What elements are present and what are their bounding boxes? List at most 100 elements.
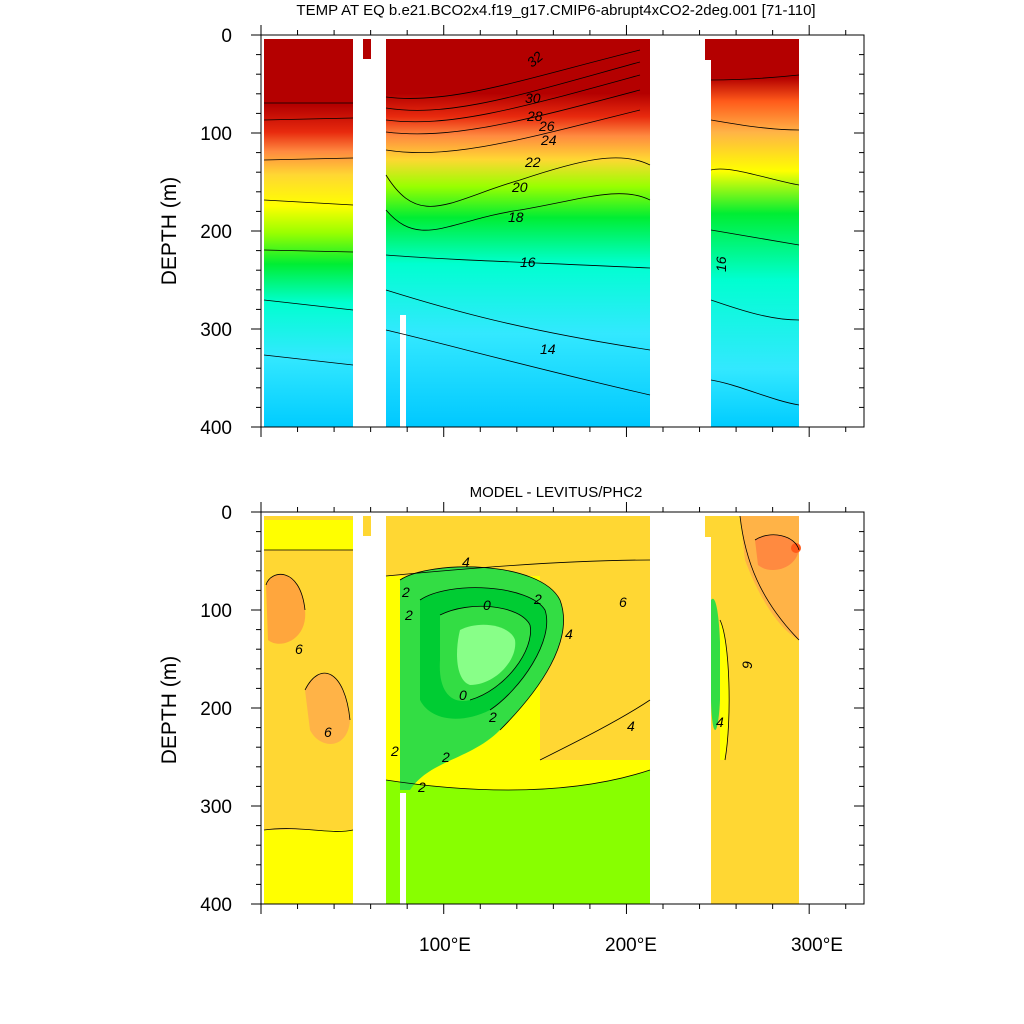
ytick-label: 400	[200, 418, 232, 439]
contour-line	[385, 157, 651, 207]
contour-label: 4	[462, 554, 470, 570]
contour-label: 2	[404, 607, 413, 623]
contour-label: 20	[511, 179, 528, 195]
contour-line	[439, 605, 531, 701]
contour-line	[263, 299, 354, 311]
panel-bottom-title: MODEL - LEVITUS/PHC2	[470, 484, 643, 501]
land-mask-coast	[705, 60, 711, 427]
contour-label: 6	[324, 724, 332, 740]
contour-line	[385, 89, 641, 135]
fill-region-strait	[363, 39, 371, 59]
contour-label: 22	[524, 154, 541, 170]
panel-top-tick-marks	[251, 25, 864, 437]
fill-region	[791, 543, 801, 553]
ytick-label: 100	[200, 601, 232, 622]
fill-region	[457, 624, 516, 685]
contour-lines-top	[263, 49, 800, 406]
contour-line	[710, 229, 800, 246]
fill-region	[266, 574, 306, 644]
contour-label: 18	[508, 209, 524, 225]
contour-label: 9	[739, 661, 755, 669]
ytick-label: 300	[200, 797, 232, 818]
panel-bottom-ylabel: DEPTH (m)	[158, 656, 181, 765]
panel-top-yticks: 0 100 200 300 400	[200, 26, 232, 439]
fill-region-pacific	[386, 39, 650, 427]
ytick-label: 300	[200, 320, 232, 341]
contour-line	[304, 672, 351, 721]
contour-line	[385, 74, 641, 123]
contour-line	[263, 117, 354, 121]
contour-line	[385, 254, 651, 269]
fill-region	[305, 673, 350, 744]
fill-region	[540, 560, 650, 760]
contour-line	[385, 289, 651, 351]
contour-line	[710, 168, 800, 186]
contour-label: 2	[533, 591, 542, 607]
contour-label: 6	[619, 594, 627, 610]
contour-label: 0	[459, 687, 467, 703]
contour-line	[419, 587, 547, 711]
contour-label: 26	[538, 118, 555, 134]
panel-bottom-yticks: 0 100 200 300 400	[200, 503, 232, 916]
contour-line	[385, 193, 651, 231]
contour-line	[710, 299, 800, 321]
fill-region	[264, 830, 353, 904]
contour-label: 16	[520, 254, 536, 270]
contour-label: 2	[401, 584, 410, 600]
contour-label: 2	[390, 743, 399, 759]
contour-line	[719, 619, 730, 761]
ytick-label: 100	[200, 124, 232, 145]
contour-label: 4	[627, 718, 635, 734]
contour-label: 4	[716, 714, 724, 730]
contour-label: 24	[540, 132, 557, 148]
contour-line	[710, 379, 800, 406]
fill-region-atlantic	[705, 39, 799, 427]
contour-line	[754, 534, 800, 551]
contour-line	[263, 354, 354, 366]
ytick-label: 0	[221, 26, 232, 47]
contour-line	[539, 699, 651, 761]
contour-line	[385, 49, 641, 99]
contour-line	[263, 199, 354, 206]
ytick-label: 200	[200, 699, 232, 720]
contour-lines-bottom	[263, 515, 800, 832]
contour-line	[265, 573, 306, 611]
fill-region	[720, 620, 730, 760]
contour-line	[263, 249, 354, 253]
panel-bottom-xticks: 100°E 200°E 300°E	[419, 935, 843, 956]
ytick-label: 400	[200, 895, 232, 916]
ytick-label: 200	[200, 222, 232, 243]
panel-difference: MODEL - LEVITUS/PHC2	[158, 484, 865, 956]
panel-top-ylabel: DEPTH (m)	[158, 177, 181, 286]
land-mask-island	[400, 315, 406, 427]
contour-line	[385, 61, 641, 111]
fill-region	[386, 770, 650, 904]
contour-label: 16	[713, 256, 729, 272]
contour-line	[399, 566, 564, 731]
contour-line	[385, 559, 651, 577]
panel-bottom-tick-marks	[251, 502, 864, 914]
contour-line	[739, 515, 800, 641]
contour-label: 0	[483, 597, 491, 613]
contour-label: 6	[295, 641, 303, 657]
contour-label: 30	[525, 90, 541, 106]
panel-top-title: TEMP AT EQ b.e21.BCO2x4.f19_g17.CMIP6-ab…	[296, 2, 815, 19]
fill-region	[264, 520, 353, 550]
land-mask-island	[400, 793, 406, 904]
contour-label: 14	[540, 341, 556, 357]
panel-temperature: TEMP AT EQ b.e21.BCO2x4.f19_g17.CMIP6-ab…	[158, 2, 865, 439]
contour-label: 2	[417, 779, 426, 795]
fill-region	[711, 598, 721, 730]
xtick-label: 300°E	[791, 935, 843, 956]
contour-label: 28	[526, 108, 543, 124]
xtick-label: 100°E	[419, 935, 471, 956]
fill-region	[755, 534, 799, 570]
xtick-label: 200°E	[605, 935, 657, 956]
ytick-label: 0	[221, 503, 232, 524]
contour-line	[710, 119, 800, 131]
contour-line	[385, 769, 651, 791]
land-mask-coast	[705, 537, 711, 904]
contour-line	[710, 74, 800, 81]
